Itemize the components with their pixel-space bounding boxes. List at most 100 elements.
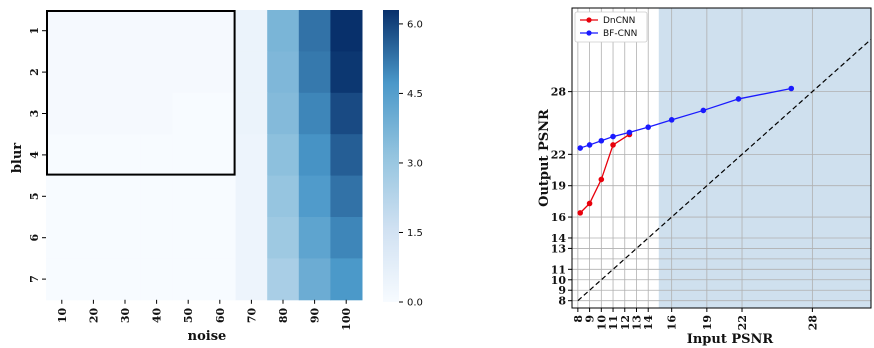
data-point-bf-cnn [668, 117, 675, 123]
heatmap-x-ticks: 10 20 30 40 50 60 70 80 90 100 [56, 299, 353, 331]
colorbar-tick-label: 4.5 [407, 89, 423, 100]
heatmap-cell [298, 134, 331, 177]
data-point-bf-cnn [577, 145, 584, 151]
data-point-bf-cnn [700, 107, 707, 114]
heatmap-cell [140, 258, 173, 301]
heatmap-cell [140, 92, 173, 135]
line-chart-x-tick-label: 22 [736, 315, 749, 330]
heatmap-cell [140, 51, 173, 94]
heatmap-cell [77, 10, 110, 52]
line-chart-series [577, 38, 872, 302]
heatmap-cell [235, 258, 268, 301]
heatmap-x-tick-label: 90 [309, 307, 322, 323]
heatmap-cell [46, 217, 79, 259]
heatmap-y-tick-label: 5 [28, 192, 41, 200]
data-point-bf-cnn [598, 137, 605, 144]
legend-marker-dncnn [586, 17, 592, 23]
heatmap-cell [77, 51, 110, 94]
heatmap-x-tick-label: 60 [214, 307, 227, 323]
heatmap-x-label: noise [188, 329, 227, 344]
heatmap-cell [46, 134, 79, 177]
legend-marker-bf-cnn [586, 30, 592, 36]
line-chart-x-tick-label: 11 [607, 315, 620, 330]
line-chart-x-tick-label: 16 [666, 315, 679, 331]
heatmap-cell [235, 10, 268, 52]
heatmap-cell [77, 134, 110, 177]
heatmap-cell [204, 134, 237, 177]
heatmap-y-tick-label: 4 [28, 151, 41, 159]
heatmap-y-ticks: 1 2 3 4 5 6 7 [28, 27, 46, 283]
line-chart-grid [572, 8, 871, 308]
heatmap-cell [298, 175, 331, 218]
heatmap-cell [77, 175, 110, 218]
data-point-bf-cnn [626, 129, 633, 136]
line-chart-x-tick-label: 9 [584, 315, 597, 323]
heatmap-cell [140, 134, 173, 177]
heatmap-cell [109, 134, 142, 177]
line-chart-x-label: Input PSNR [687, 332, 774, 347]
heatmap-x-tick-label: 40 [151, 307, 164, 323]
line-chart-x-tick-label: 12 [619, 315, 632, 330]
line-chart-y-tick-label: 8 [558, 295, 566, 308]
line-chart-x-tick-label: 13 [630, 315, 643, 330]
colorbar-tick-label: 3.0 [407, 158, 423, 169]
heatmap-x-tick-label: 70 [245, 307, 258, 323]
heatmap-cell [235, 134, 268, 177]
heatmap-cell [204, 258, 237, 301]
heatmap-cell [298, 10, 331, 52]
heatmap-cell [109, 217, 142, 259]
heatmap-cell [46, 175, 79, 218]
heatmap-x-tick-label: 30 [119, 307, 132, 323]
heatmap-cell [267, 134, 300, 177]
heatmap-cell [330, 175, 363, 218]
line-chart-y-tick-label: 14 [551, 232, 567, 245]
heatmap-cell [172, 175, 205, 218]
heatmap-cell [267, 217, 300, 259]
heatmap-cell [330, 134, 363, 177]
heatmap-x-tick-label: 100 [340, 307, 353, 330]
heatmap-cell [330, 217, 363, 259]
heatmap-x-tick-label: 80 [277, 307, 290, 323]
line-chart-y-tick-label: 16 [551, 211, 567, 224]
line-chart-frame [571, 7, 872, 309]
heatmap-cell [172, 134, 205, 177]
line-chart-y-tick-label: 10 [551, 274, 567, 287]
heatmap-cell [46, 10, 79, 52]
colorbar-tick-label: 1.5 [407, 228, 423, 239]
heatmap-cell [204, 175, 237, 218]
heatmap-cell [267, 10, 300, 52]
heatmap-cell [267, 51, 300, 94]
heatmap-x-tick-label: 10 [56, 307, 69, 323]
heatmap-y-tick-label: 2 [28, 68, 41, 76]
heatmap-cell [298, 51, 331, 94]
heatmap-cell [204, 92, 237, 135]
heatmap-cell [267, 92, 300, 135]
line-chart-y-tick-label: 9 [558, 284, 566, 297]
heatmap-cell [140, 217, 173, 259]
line-chart-x-tick-label: 28 [806, 315, 819, 331]
heatmap-cell [109, 10, 142, 52]
legend-label-bf-cnn: BF-CNN [603, 29, 637, 39]
heatmap-y-tick-label: 7 [28, 275, 41, 283]
colorbar [383, 10, 399, 302]
heatmap-cell [172, 92, 205, 135]
legend-label-dncnn: DnCNN [603, 16, 635, 26]
heatmap-cell [204, 217, 237, 259]
heatmap-y-tick-label: 1 [28, 27, 41, 35]
heatmap-cell [172, 258, 205, 301]
heatmap-cell [330, 92, 363, 135]
heatmap-cell [204, 10, 237, 52]
heatmap-x-tick-label: 20 [87, 307, 100, 323]
heatmap-cell [235, 51, 268, 94]
heatmap-cell [172, 217, 205, 259]
heatmap-y-label: blur [10, 143, 25, 173]
heatmap-cell [298, 258, 331, 301]
data-point-dncnn [577, 210, 584, 216]
heatmap-cell [330, 51, 363, 94]
line-chart-x-tick-label: 10 [595, 315, 608, 331]
data-point-bf-cnn [586, 142, 593, 148]
heatmap-cell [109, 51, 142, 94]
line-chart-y-tick-label: 19 [551, 180, 566, 193]
colorbar-tick-label: 6.0 [407, 19, 423, 30]
